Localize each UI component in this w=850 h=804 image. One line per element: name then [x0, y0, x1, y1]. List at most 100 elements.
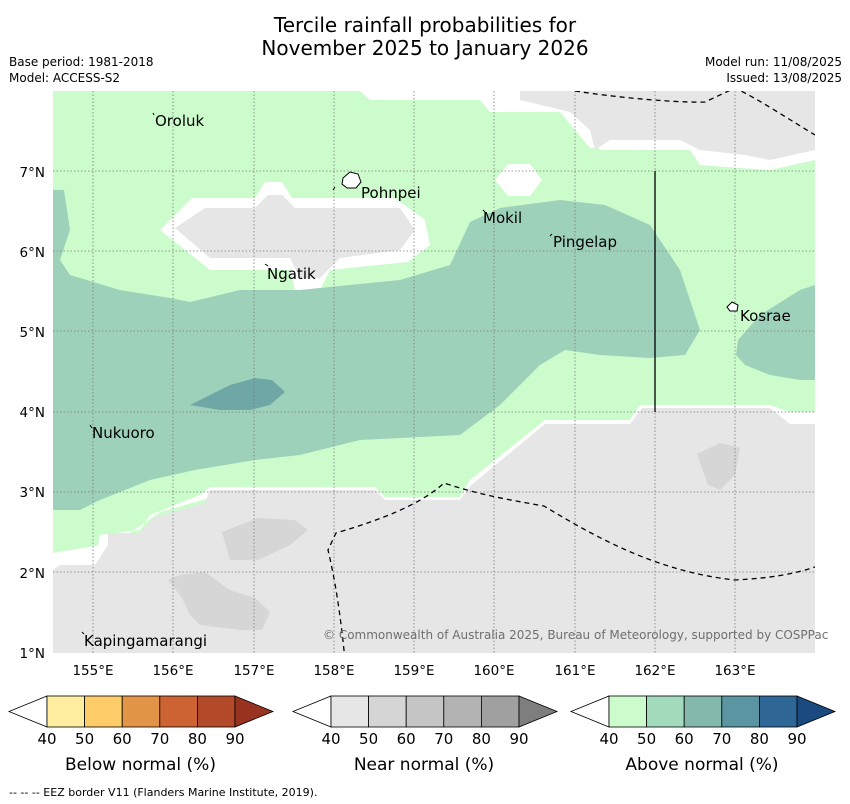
lon-tick: 159°E: [393, 663, 434, 679]
colorbar-swatch: [608, 695, 647, 728]
colorbar-swatch: [683, 695, 723, 728]
colorbar-swatch: [84, 695, 123, 728]
islands: [81, 112, 739, 635]
copyright-notice: © Commonwealth of Australia 2025, Bureau…: [323, 628, 829, 642]
lat-tick: 3°N: [20, 485, 45, 501]
colorbar-swatch: [759, 695, 798, 728]
place-label-pohnpei: Pohnpei: [361, 184, 421, 202]
near-normal-region-center: [175, 195, 415, 278]
place-label-kapingamarangi: Kapingamarangi: [84, 632, 207, 650]
title-line-1: Tercile rainfall probabilities for: [273, 13, 577, 37]
lon-tick: 157°E: [233, 663, 274, 679]
colorbar-extend-high: [518, 695, 559, 728]
lat-tick: 5°N: [20, 325, 45, 341]
near-normal-region-top: [520, 91, 815, 160]
above-normal-60-region: [53, 190, 700, 510]
colorbar-swatch: [480, 695, 520, 728]
lon-tick: 158°E: [313, 663, 354, 679]
lat-tick: 6°N: [20, 245, 45, 261]
lat-tick: 4°N: [20, 405, 45, 421]
above-normal-60-region-east: [736, 285, 815, 380]
colorbar-extend-high: [796, 695, 837, 728]
title-line-2: November 2025 to January 2026: [261, 36, 589, 60]
colorbar-tick-label: 90: [509, 730, 528, 748]
colorbar-title-below: Below normal (%): [65, 755, 216, 775]
lon-tick: 155°E: [72, 663, 113, 679]
colorbar-swatch: [121, 695, 161, 728]
colorbar-swatch: [368, 695, 407, 728]
eez-borders: [327, 91, 815, 653]
colorbar-tick-label: 70: [712, 730, 731, 748]
pohnpei-islet: [332, 186, 336, 191]
place-label-nukuoro: Nukuoro: [92, 424, 155, 442]
lat-tick-labels: 7°N 6°N 5°N 4°N 3°N 2°N 1°N: [20, 165, 45, 662]
colorbar-tick-label: 80: [188, 730, 207, 748]
lon-tick-labels: 155°E 156°E 157°E 158°E 159°E 160°E 161°…: [72, 663, 755, 679]
colorbar-extend-high: [234, 695, 275, 728]
place-labels: Oroluk Pohnpei Mokil Pingelap Ngatik Kos…: [84, 112, 791, 650]
colorbar-swatch: [330, 695, 369, 728]
colorbar-tick-label: 70: [150, 730, 169, 748]
colorbar-above-normal: 40 50 60 70 80 90: [569, 695, 837, 748]
near-normal-50-blob-1: [222, 518, 308, 560]
above-normal-70-region: [190, 378, 285, 410]
lon-tick: 162°E: [634, 663, 675, 679]
colorbar-tick-label: 60: [113, 730, 132, 748]
colorbar-tick-label: 40: [599, 730, 618, 748]
gridlines: [53, 91, 815, 653]
colorbar-swatch: [196, 695, 236, 728]
chart-title: Tercile rainfall probabilities for Novem…: [0, 14, 850, 60]
colorbar-tick-label: 50: [359, 730, 378, 748]
colorbar-near-normal: 40 50 60 70 80 90: [291, 695, 559, 748]
probability-regions: [53, 91, 815, 653]
colorbar-extend-low: [569, 695, 610, 728]
ngatik-atoll: [264, 263, 269, 267]
colorbar-below-normal: 40 50 60 70 80 90: [7, 695, 275, 748]
lon-tick: 156°E: [152, 663, 193, 679]
kosrae-island: [726, 301, 739, 312]
base-info: Base period: 1981-2018 Model: ACCESS-S2: [9, 54, 154, 86]
lon-tick: 163°E: [714, 663, 755, 679]
kapingamarangi-atoll: [81, 631, 85, 635]
lat-tick: 1°N: [20, 646, 45, 662]
colorbar-title-above: Above normal (%): [625, 755, 779, 775]
place-label-mokil: Mokil: [483, 209, 522, 227]
colorbar-extend-low: [291, 695, 332, 728]
colorbar-tick-label: 40: [37, 730, 56, 748]
colorbar-swatch: [721, 695, 760, 728]
lat-tick: 2°N: [20, 566, 45, 582]
colorbar-extend-low: [7, 695, 48, 728]
colorbar-tick-label: 40: [321, 730, 340, 748]
near-normal-50-blob-3: [697, 443, 740, 490]
colorbar-tick-label: 80: [472, 730, 491, 748]
base-period: Base period: 1981-2018: [9, 55, 154, 69]
pohnpei-island: [341, 171, 362, 189]
issued-date: Issued: 13/08/2025: [726, 71, 842, 85]
eez-footnote: -- -- -- EEZ border V11 (Flanders Marine…: [9, 786, 318, 799]
colorbar-tick-label: 90: [225, 730, 244, 748]
no-data-blob: [495, 164, 542, 196]
model-name: Model: ACCESS-S2: [9, 71, 121, 85]
pingelap-atoll: [549, 233, 553, 237]
mokil-atoll: [482, 209, 486, 213]
colorbar-tick-label: 80: [750, 730, 769, 748]
colorbar-tick-label: 70: [434, 730, 453, 748]
near-normal-region-south: [53, 408, 815, 653]
colorbar-swatch: [405, 695, 445, 728]
lon-tick: 161°E: [554, 663, 595, 679]
place-label-oroluk: Oroluk: [155, 112, 204, 130]
colorbar-swatch: [646, 695, 685, 728]
colorbar-tick-label: 90: [787, 730, 806, 748]
colorbar-swatch: [443, 695, 482, 728]
colorbar-title-near: Near normal (%): [353, 755, 495, 775]
model-run: Model run: 11/08/2025: [704, 55, 842, 69]
colorbar-tick-label: 50: [75, 730, 94, 748]
near-normal-50-blob-2: [168, 572, 270, 630]
lat-tick: 7°N: [20, 165, 45, 181]
colorbar-tick-label: 60: [675, 730, 694, 748]
colorbar-swatch: [159, 695, 198, 728]
lon-tick: 160°E: [473, 663, 514, 679]
colorbar-swatch: [46, 695, 85, 728]
place-label-pingelap: Pingelap: [553, 233, 617, 251]
